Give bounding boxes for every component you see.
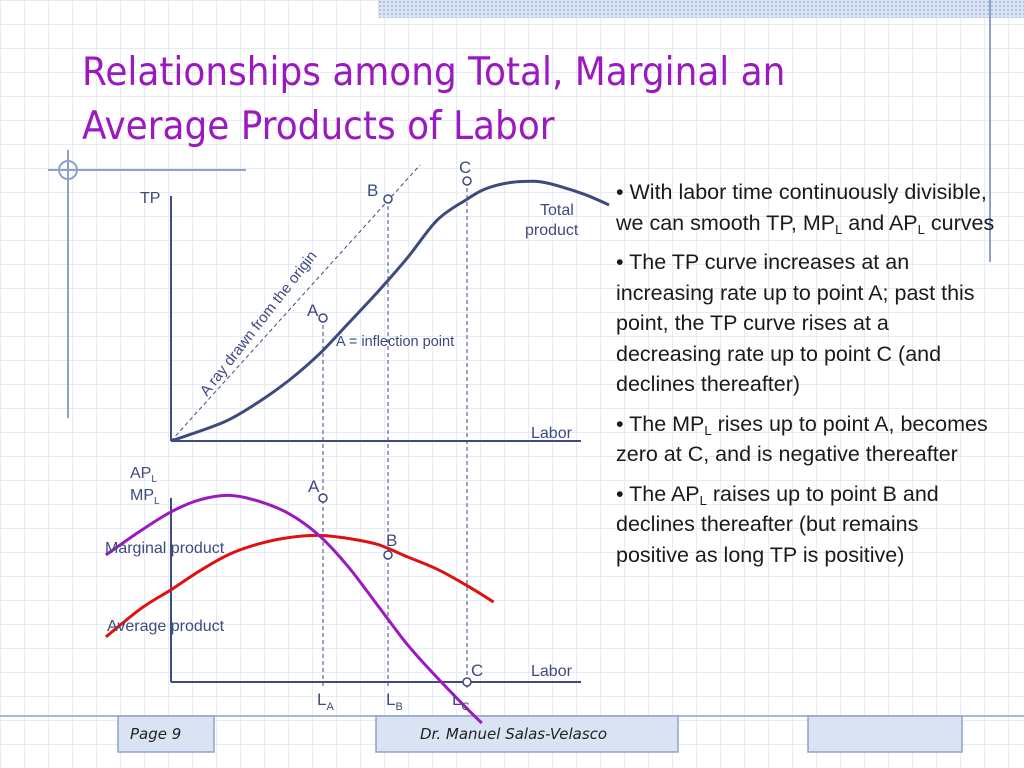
top-labor-label: Labor [531,425,573,442]
footer-page-number: Page 9 [130,725,182,743]
mp-axis-label: MPL [130,487,160,507]
bullet-item: • The MPL rises up to point A, becomes z… [616,411,988,467]
top-decorative-band [378,0,1024,18]
bullet-list: • With labor time continuously divisible… [616,177,996,579]
marginal-product-curve [105,493,483,725]
point-b-top-label: B [367,181,378,200]
point-a-top-marker [318,313,328,323]
point-a-top-label: A [307,301,319,320]
point-c-top-label: C [459,158,471,177]
average-product-label: Average product [107,618,225,635]
point-c-top-marker [462,176,472,186]
footer-author: Dr. Manuel Salas-Velasco [420,725,608,743]
slide-title: Relationships among Total, Marginal an A… [82,46,882,154]
average-product-curve [104,533,495,639]
title-line-2: Average Products of Labor [82,104,555,149]
point-c-bottom-label: C [471,661,483,680]
point-c-bottom-marker [462,677,472,687]
ap-axis-label: APL [130,465,157,485]
bullet-item: • The TP curve increases at an increasin… [616,250,975,396]
labor-label-lb: LB [386,690,403,713]
total-product-curve [170,179,610,443]
total-product-label-line1: Total [540,202,574,219]
marginal-product-label: Marginal product [105,540,225,557]
tp-axis-label: TP [140,190,160,207]
bullet-item: • With labor time continuously divisible… [616,180,995,237]
bottom-labor-label: Labor [531,663,573,680]
point-b-bottom-label: B [386,531,397,550]
bullet-item: • The APL raises up to point B and decli… [616,481,939,567]
ray-label: A ray drawn from the origin [197,248,321,400]
labor-label-la: LA [317,690,334,713]
point-b-bottom-marker [383,550,393,560]
origin-ray [170,164,421,442]
point-a-bottom-marker [318,493,328,503]
point-a-bottom-label: A [308,477,320,496]
point-b-top-marker [383,194,393,204]
total-product-label-line2: product [525,222,579,239]
inflection-point-note: A = inflection point [336,334,454,350]
labor-label-lc: LC [452,690,469,713]
title-line-1: Relationships among Total, Marginal an [82,50,786,95]
